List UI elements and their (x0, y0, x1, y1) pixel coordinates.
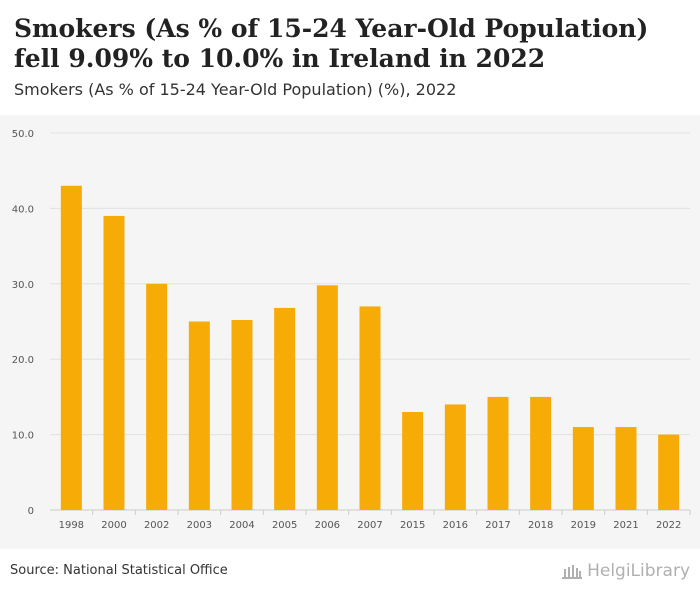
bar (487, 396, 509, 510)
library-building-icon (562, 565, 583, 579)
x-tick-label: 2002 (144, 520, 169, 531)
bar (615, 427, 637, 510)
x-tick-label: 1998 (59, 520, 84, 531)
x-tick-label: 2022 (656, 520, 681, 531)
x-tick-label: 2007 (357, 520, 382, 531)
bar (359, 306, 381, 510)
source-note: Source: National Statistical Office (10, 563, 228, 578)
helgi-library-logo: HelgiLibrary (561, 561, 690, 581)
x-tick-label: 2000 (101, 520, 126, 531)
bar (316, 285, 338, 510)
y-tick-label: 10.0 (12, 431, 34, 442)
y-tick-label: 50.0 (12, 129, 34, 140)
x-tick-label: 2004 (229, 520, 254, 531)
bar (402, 411, 424, 510)
x-tick-label: 2003 (187, 520, 212, 531)
bar (231, 319, 253, 510)
bar (444, 404, 466, 510)
x-tick-label: 2015 (400, 520, 425, 531)
y-tick-label: 20.0 (12, 355, 34, 366)
x-tick-label: 2018 (528, 520, 553, 531)
bar (146, 283, 168, 510)
y-tick-label: 30.0 (12, 280, 34, 291)
x-tick-label: 2006 (315, 520, 340, 531)
bar (188, 321, 210, 510)
x-tick-label: 2021 (613, 520, 638, 531)
x-tick-label: 2017 (485, 520, 510, 531)
bar (103, 215, 125, 510)
x-tick-label: 2019 (571, 520, 596, 531)
bar (60, 185, 82, 510)
chart-subtitle: Smokers (As % of 15-24 Year-Old Populati… (14, 80, 457, 99)
x-tick-label: 2005 (272, 520, 297, 531)
bar (274, 307, 296, 510)
x-tick-label: 2016 (443, 520, 468, 531)
y-tick-label: 0 (28, 506, 34, 517)
bar (572, 427, 594, 510)
bar (530, 396, 552, 510)
y-tick-label: 40.0 (12, 204, 34, 215)
bar (658, 434, 680, 510)
logo-text: HelgiLibrary (587, 561, 690, 581)
chart-title: Smokers (As % of 15-24 Year-Old Populati… (14, 14, 649, 73)
